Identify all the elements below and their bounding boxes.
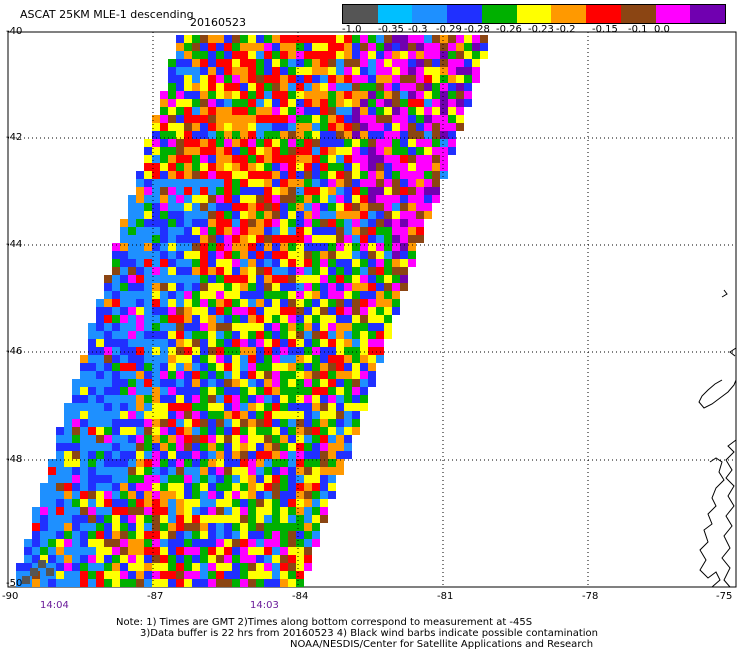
colorbar-label: -0.29	[436, 24, 462, 35]
colorbar-swatch	[412, 5, 448, 23]
coastline	[698, 289, 737, 588]
colorbar-swatch	[655, 5, 691, 23]
colorbar-label: -0.15	[592, 24, 618, 35]
colorbar-swatch	[516, 5, 552, 23]
colorbar-label: -0.1	[628, 24, 648, 35]
latitude-tick-label: -44	[6, 239, 23, 250]
colorbar-label: 0.0	[654, 24, 670, 35]
colorbar-swatch	[343, 5, 378, 23]
longitude-tick-label: -90	[2, 591, 19, 602]
colorbar-label: -0.35	[378, 24, 404, 35]
longitude-tick-label: -75	[716, 591, 733, 602]
color-scale-labels: -1.0 -0.35 -0.3 -0.29 -0.28 -0.26 -0.23 -0.2 -0.…	[330, 24, 740, 36]
longitude-tick-label: -84	[292, 591, 309, 602]
colorbar-label: -0.23	[528, 24, 554, 35]
longitude-tick-label: -87	[147, 591, 164, 602]
note-line-3: NOAA/NESDIS/Center for Satellite Applica…	[290, 639, 594, 650]
colorbar-label: -0.28	[464, 24, 490, 35]
colorbar-swatch	[586, 5, 621, 23]
colorbar-swatch	[690, 5, 726, 23]
chart-title: ASCAT 25KM MLE-1 descending	[20, 8, 194, 21]
date-label: 20160523	[190, 16, 246, 29]
colorbar-label: -0.2	[556, 24, 576, 35]
colorbar-label: -1.0	[342, 24, 362, 35]
colorbar-label: -0.3	[408, 24, 428, 35]
latitude-tick-label: -48	[6, 454, 23, 465]
latitude-tick-label: -40	[6, 26, 23, 37]
latitude-tick-label: -50	[6, 578, 23, 589]
graticule	[8, 32, 736, 587]
color-scale-legend	[342, 4, 726, 24]
latitude-tick-label: -42	[6, 132, 23, 143]
time-label-right: 14:03	[250, 600, 279, 611]
time-label-left: 14:04	[40, 600, 69, 611]
note-line-2: 3)Data buffer is 22 hrs from 20160523 4)…	[140, 628, 598, 639]
note-line-1: Note: 1) Times are GMT 2)Times along bot…	[116, 617, 533, 628]
longitude-tick-label: -81	[437, 591, 454, 602]
colorbar-swatch	[551, 5, 587, 23]
latitude-tick-label: -46	[6, 346, 23, 357]
colorbar-swatch	[377, 5, 413, 23]
colorbar-label: -0.26	[496, 24, 522, 35]
colorbar-swatch	[481, 5, 517, 23]
longitude-tick-label: -78	[582, 591, 599, 602]
colorbar-swatch	[447, 5, 482, 23]
data-swath	[16, 35, 488, 587]
colorbar-swatch	[620, 5, 656, 23]
